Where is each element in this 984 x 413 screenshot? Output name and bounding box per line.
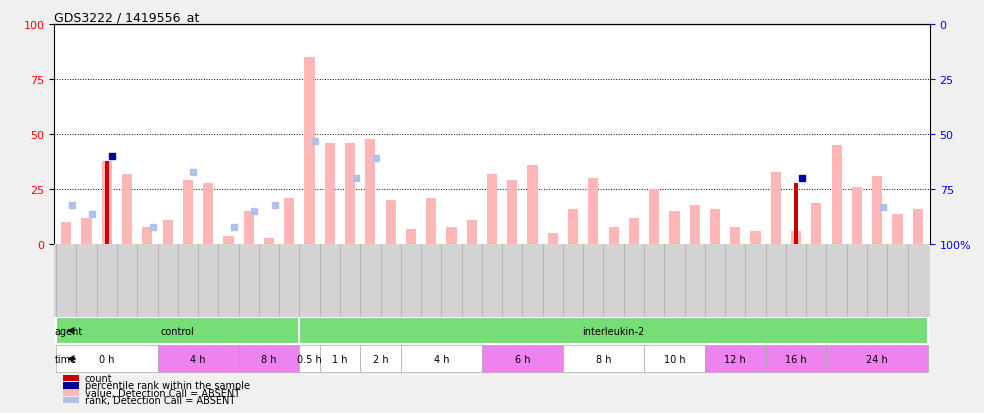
Bar — [365, 139, 376, 245]
Bar — [831, 146, 841, 245]
Bar — [872, 177, 883, 245]
Text: count: count — [85, 373, 112, 383]
Bar — [63, 396, 79, 403]
Bar — [400, 345, 482, 372]
Bar — [238, 345, 299, 372]
Text: percentile rank within the sample: percentile rank within the sample — [85, 380, 250, 390]
Bar — [223, 236, 233, 245]
Bar — [466, 221, 477, 245]
Text: GDS3222 / 1419556_at: GDS3222 / 1419556_at — [54, 11, 200, 24]
Text: 24 h: 24 h — [866, 354, 888, 364]
Text: 0.5 h: 0.5 h — [297, 354, 322, 364]
Bar — [608, 227, 619, 245]
Text: 4 h: 4 h — [434, 354, 449, 364]
Bar — [345, 144, 355, 245]
Bar — [669, 212, 680, 245]
Bar — [912, 210, 923, 245]
Text: 4 h: 4 h — [190, 354, 206, 364]
Bar — [101, 161, 112, 245]
Bar — [705, 345, 766, 372]
Bar — [588, 179, 598, 245]
Text: 8 h: 8 h — [595, 354, 611, 364]
Bar — [827, 345, 928, 372]
Bar — [892, 214, 902, 245]
Text: interleukin-2: interleukin-2 — [583, 326, 645, 336]
Bar — [405, 230, 416, 245]
Text: 6 h: 6 h — [515, 354, 530, 364]
Bar — [143, 227, 153, 245]
Bar — [852, 188, 862, 245]
Text: 0 h: 0 h — [99, 354, 114, 364]
Bar — [157, 345, 238, 372]
Bar — [360, 345, 400, 372]
Bar — [304, 58, 315, 245]
Bar — [63, 389, 79, 396]
Text: 16 h: 16 h — [785, 354, 807, 364]
Text: 2 h: 2 h — [373, 354, 389, 364]
Bar — [507, 181, 518, 245]
Bar — [56, 318, 299, 344]
Bar — [791, 232, 801, 245]
Bar — [244, 212, 254, 245]
Bar — [61, 223, 72, 245]
Bar — [162, 221, 173, 245]
Bar — [527, 166, 537, 245]
Bar — [751, 232, 761, 245]
Bar — [447, 227, 457, 245]
Bar — [264, 238, 275, 245]
Bar — [709, 210, 720, 245]
Bar — [482, 345, 563, 372]
Bar — [299, 345, 320, 372]
Text: 10 h: 10 h — [663, 354, 685, 364]
Bar — [325, 144, 335, 245]
Bar — [426, 199, 436, 245]
Bar — [82, 218, 92, 245]
Bar — [770, 172, 781, 245]
Bar — [794, 183, 798, 245]
Text: 12 h: 12 h — [724, 354, 746, 364]
Bar — [320, 345, 360, 372]
Bar — [104, 161, 109, 245]
Text: rank, Detection Call = ABSENT: rank, Detection Call = ABSENT — [85, 395, 235, 405]
Text: time: time — [54, 354, 77, 364]
Bar — [386, 201, 396, 245]
Text: 1 h: 1 h — [333, 354, 347, 364]
Bar — [766, 345, 827, 372]
Bar — [56, 345, 157, 372]
Bar — [730, 227, 740, 245]
Bar — [811, 203, 822, 245]
Bar — [568, 210, 579, 245]
Bar — [183, 181, 193, 245]
Bar — [645, 345, 705, 372]
Bar — [63, 382, 79, 389]
Bar — [548, 234, 558, 245]
Bar — [122, 174, 132, 245]
Text: agent: agent — [54, 326, 83, 336]
Bar — [563, 345, 645, 372]
Text: 8 h: 8 h — [262, 354, 277, 364]
Bar — [203, 183, 214, 245]
Bar — [690, 205, 700, 245]
Bar — [487, 174, 497, 245]
Text: control: control — [161, 326, 195, 336]
Bar — [649, 190, 659, 245]
Bar — [299, 318, 928, 344]
Bar — [629, 218, 639, 245]
Bar — [63, 375, 79, 382]
Text: value, Detection Call = ABSENT: value, Detection Call = ABSENT — [85, 388, 240, 398]
Bar — [284, 199, 294, 245]
